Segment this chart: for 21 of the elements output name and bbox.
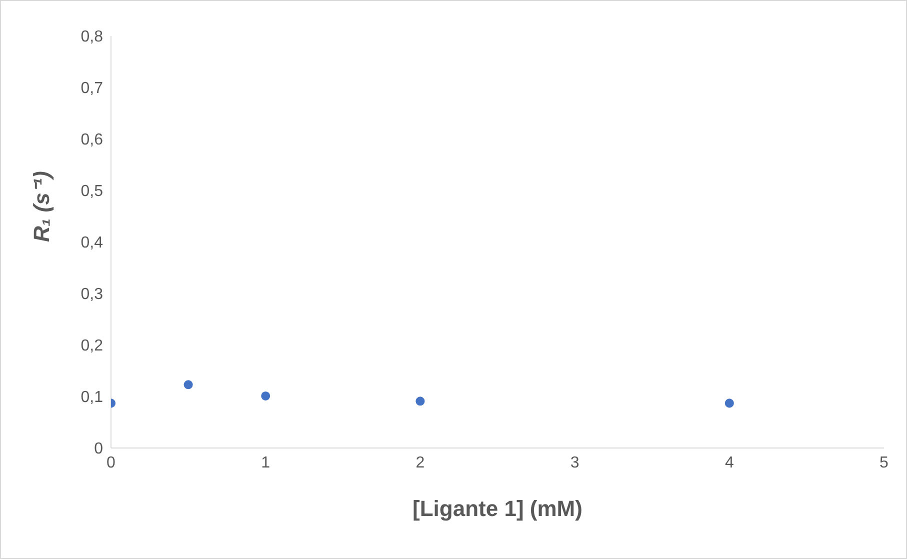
x-tick-label: 0	[106, 454, 116, 472]
y-tick-label: 0,6	[80, 132, 104, 149]
point	[261, 391, 270, 400]
point	[724, 398, 734, 408]
x-tick-label: 5	[880, 454, 889, 472]
y-tick-label: 0,3	[80, 286, 104, 304]
x-tick-label: 2	[416, 454, 425, 472]
y-tick-label: 0,1	[80, 389, 104, 406]
y-tick-label: 0,4	[80, 234, 104, 252]
x-tick-label: 3	[570, 454, 580, 472]
x-axis-title: [Ligante 1] (mM)	[412, 496, 582, 521]
y-tick-label: 0,8	[80, 28, 104, 46]
x-tick-label: 1	[261, 454, 270, 472]
y-tick-label: 0	[94, 440, 104, 458]
y-tick-label: 0,5	[80, 183, 104, 200]
y-tick-label: 0,2	[80, 338, 104, 355]
y-axis-title: R₁ (s⁻¹)	[28, 171, 54, 242]
point	[184, 380, 193, 390]
point	[416, 396, 425, 406]
x-tick-label: 4	[724, 454, 734, 472]
y-tick-label: 0,7	[80, 80, 104, 98]
